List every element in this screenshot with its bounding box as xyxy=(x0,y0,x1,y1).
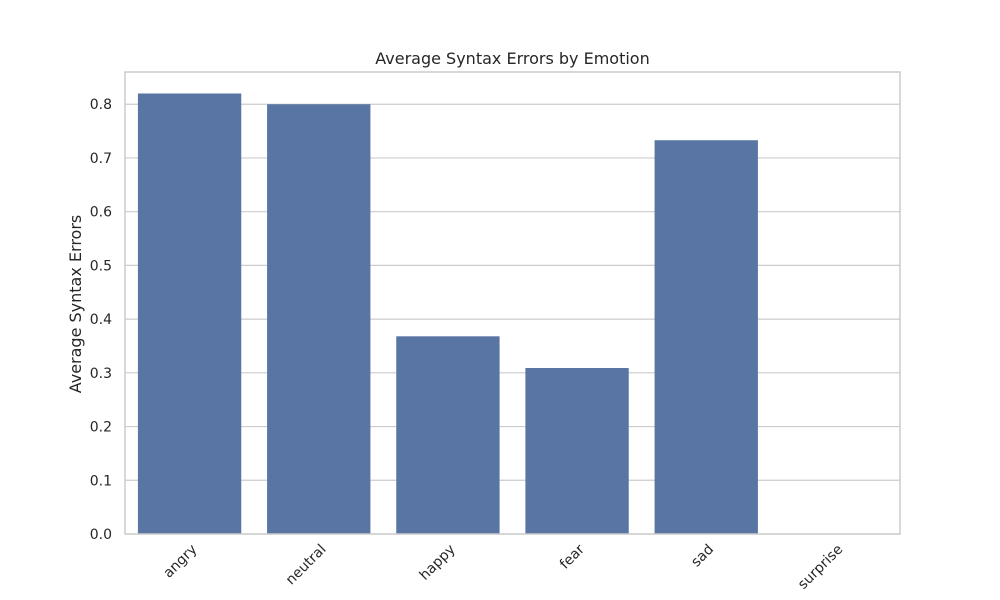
y-tick-label: 0.5 xyxy=(90,258,112,274)
y-tick-labels: 0.0 0.1 0.2 0.3 0.4 0.5 0.6 0.7 0.8 xyxy=(90,97,112,543)
y-tick-label: 0.0 xyxy=(90,527,112,543)
y-axis-label: Average Syntax Errors xyxy=(66,215,85,394)
bars xyxy=(137,93,758,535)
y-tick-label: 0.7 xyxy=(90,151,112,167)
y-tick-label: 0.8 xyxy=(90,97,112,113)
y-tick-label: 0.4 xyxy=(90,312,112,328)
chart-title: Average Syntax Errors by Emotion xyxy=(375,49,649,68)
bar-sad xyxy=(654,140,758,534)
bar-neutral xyxy=(267,104,371,535)
y-tick-label: 0.3 xyxy=(90,366,112,382)
plot-frame xyxy=(124,71,901,535)
bar-angry xyxy=(137,93,242,534)
bar-fear xyxy=(525,368,629,534)
y-tick-label: 0.6 xyxy=(90,205,112,221)
y-tick-label: 0.2 xyxy=(90,420,112,436)
y-tick-label: 0.1 xyxy=(90,473,112,489)
bar-happy xyxy=(396,336,500,534)
